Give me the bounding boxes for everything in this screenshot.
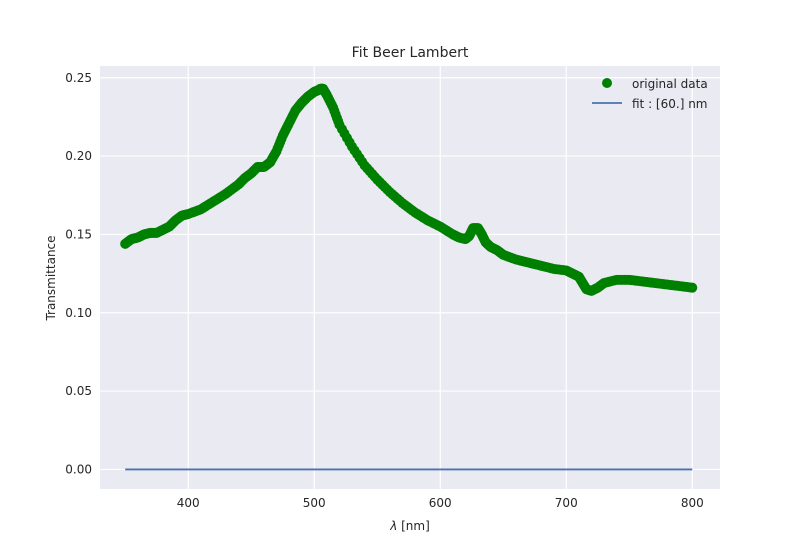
y-tick-label: 0.00: [65, 462, 92, 476]
legend-label-original-data: original data: [632, 77, 708, 91]
x-tick-label: 600: [429, 496, 452, 510]
x-tick-label: 400: [177, 496, 200, 510]
chart-title: Fit Beer Lambert: [352, 45, 469, 61]
x-tick-label: 500: [303, 496, 326, 510]
y-tick-label: 0.10: [65, 306, 92, 320]
y-tick-label: 0.20: [65, 149, 92, 163]
x-axis: 400 500 600 700 800: [177, 496, 704, 510]
x-axis-label: λ [nm]: [389, 519, 430, 533]
x-tick-label: 700: [555, 496, 578, 510]
series-layer: [120, 83, 698, 471]
legend-label-fit: fit : [60.] nm: [632, 97, 708, 111]
y-axis-label: Transmittance: [44, 235, 58, 321]
data-point: [687, 282, 698, 293]
grid: [100, 66, 720, 489]
x-tick-label: 800: [681, 496, 704, 510]
y-axis: 0.00 0.05 0.10 0.15 0.20 0.25: [65, 71, 92, 477]
legend-marker-original-data: [602, 78, 612, 88]
x-axis-label-unit: [nm]: [397, 519, 429, 533]
y-tick-label: 0.25: [65, 71, 92, 85]
legend: original data fit : [60.] nm: [592, 77, 708, 111]
y-tick-label: 0.05: [65, 384, 92, 398]
x-axis-label-symbol: λ: [389, 519, 397, 533]
y-tick-label: 0.15: [65, 227, 92, 241]
